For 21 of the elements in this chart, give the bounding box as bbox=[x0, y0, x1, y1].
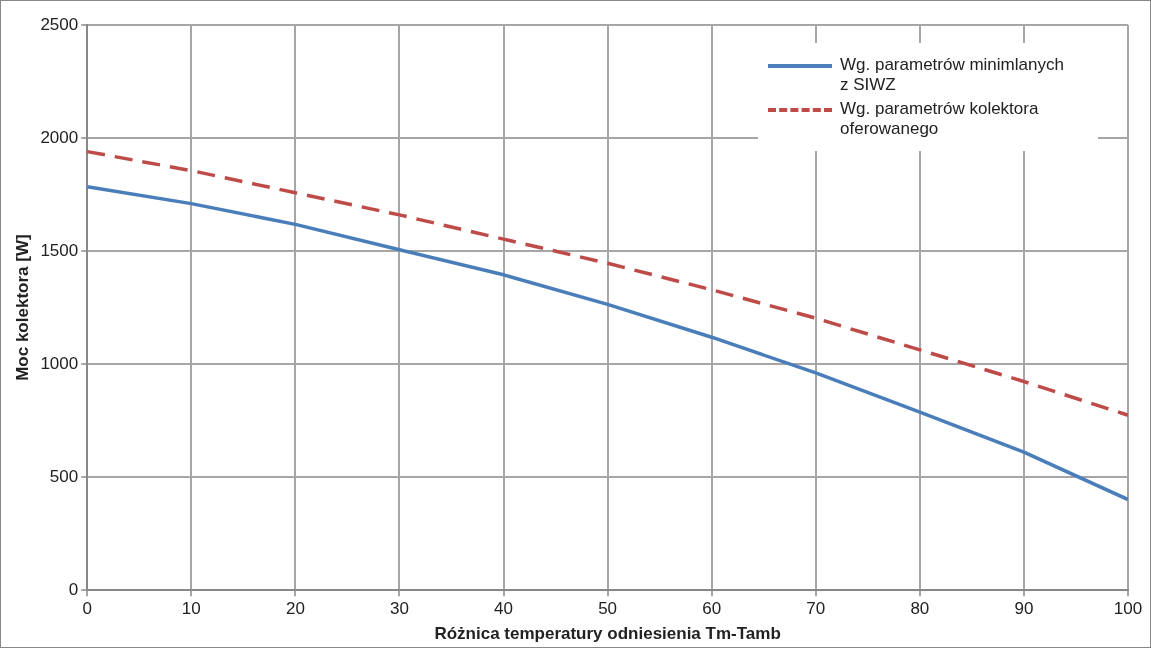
x-tick-label: 0 bbox=[82, 599, 92, 619]
y-tick-label: 2000 bbox=[40, 127, 79, 147]
x-tick-label: 30 bbox=[389, 599, 409, 619]
x-tick-label: 10 bbox=[181, 599, 201, 619]
legend-label: Wg. parametrów minimlanych z SIWZ bbox=[840, 55, 1065, 95]
x-tick-label: 100 bbox=[1113, 599, 1143, 619]
x-tick-label: 90 bbox=[1014, 599, 1034, 619]
legend-label: Wg. parametrów kolektora oferowanego bbox=[840, 99, 1040, 139]
y-tick-label: 2500 bbox=[40, 14, 79, 34]
x-tick-label: 50 bbox=[598, 599, 618, 619]
y-tick-label: 1500 bbox=[40, 240, 79, 260]
y-tick-label: 0 bbox=[68, 579, 79, 599]
y-axis-title: Moc kolektora [W] bbox=[12, 234, 32, 381]
x-axis-title: Różnica temperatury odniesienia Tm-Tamb bbox=[434, 624, 781, 644]
x-tick-label: 80 bbox=[910, 599, 930, 619]
x-tick-label: 40 bbox=[494, 599, 513, 619]
x-tick-label: 70 bbox=[806, 599, 826, 619]
y-tick-label: 1000 bbox=[40, 353, 79, 373]
y-tick-label: 500 bbox=[49, 466, 79, 486]
x-tick-label: 60 bbox=[702, 599, 722, 619]
x-tick-label: 20 bbox=[285, 599, 305, 619]
